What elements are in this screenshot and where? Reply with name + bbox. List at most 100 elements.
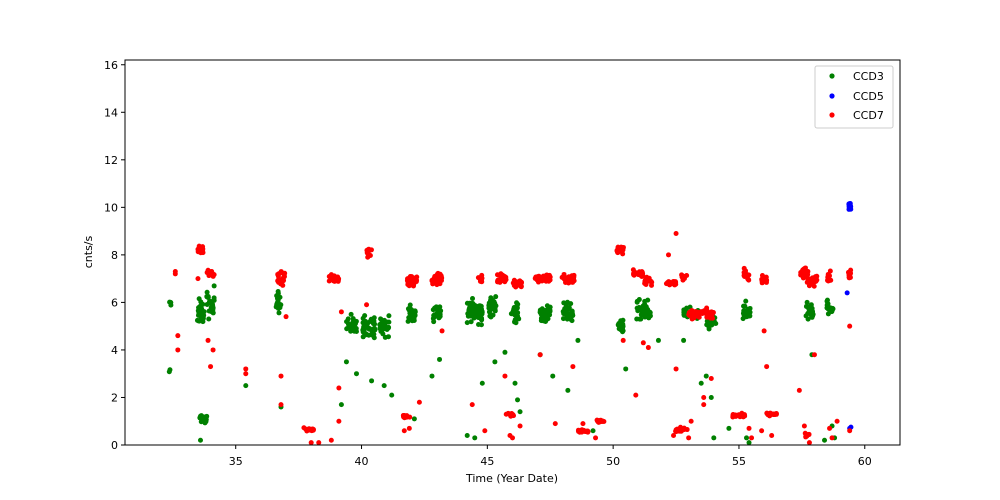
data-point-ccd7 — [644, 274, 650, 280]
data-point-ccd3 — [464, 432, 470, 438]
data-point-ccd3 — [511, 310, 517, 316]
data-point-ccd3 — [590, 428, 596, 434]
data-point-ccd7 — [210, 347, 216, 353]
data-point-ccd7 — [802, 265, 808, 271]
data-point-ccd7 — [638, 271, 644, 277]
data-point-ccd7 — [552, 421, 558, 427]
y-tick-label: 10 — [104, 201, 118, 214]
data-point-ccd7 — [673, 230, 679, 236]
data-point-ccd7 — [798, 272, 804, 278]
data-point-ccd3 — [711, 435, 717, 441]
data-point-ccd3 — [569, 308, 575, 314]
data-point-ccd3 — [709, 322, 715, 328]
data-point-ccd3 — [568, 301, 574, 307]
data-point-ccd3 — [550, 373, 556, 379]
data-point-ccd3 — [202, 416, 208, 422]
data-point-ccd3 — [575, 337, 581, 343]
data-point-ccd7 — [416, 399, 422, 405]
data-point-ccd7 — [335, 277, 341, 283]
legend-marker-ccd3 — [829, 73, 835, 79]
data-point-ccd7 — [469, 402, 475, 408]
data-point-ccd7 — [805, 268, 811, 274]
y-tick-label: 8 — [111, 249, 118, 262]
data-point-ccd3 — [822, 437, 828, 443]
data-point-ccd3 — [437, 356, 443, 362]
data-point-ccd3 — [487, 308, 493, 314]
data-point-ccd3 — [512, 380, 518, 386]
data-point-ccd7 — [767, 411, 773, 417]
data-point-ccd7 — [847, 428, 853, 434]
data-point-ccd7 — [675, 428, 681, 434]
data-point-ccd7 — [175, 347, 181, 353]
data-point-ccd3 — [470, 296, 475, 302]
data-point-ccd3 — [634, 305, 640, 311]
data-point-ccd3 — [746, 440, 752, 446]
data-point-ccd7 — [769, 432, 775, 438]
data-point-ccd7 — [405, 277, 411, 283]
data-point-ccd7 — [439, 328, 445, 334]
data-point-ccd3 — [380, 321, 386, 327]
data-point-ccd3 — [563, 302, 569, 308]
data-point-ccd7 — [508, 412, 514, 418]
data-point-ccd7 — [308, 440, 314, 446]
data-point-ccd3 — [276, 310, 282, 316]
data-point-ccd7 — [283, 314, 289, 320]
legend-label-ccd3: CCD3 — [853, 70, 884, 83]
data-point-ccd3 — [437, 304, 443, 310]
data-point-ccd3 — [409, 312, 415, 318]
data-point-ccd3 — [470, 308, 476, 314]
data-point-ccd3 — [472, 435, 478, 441]
data-point-ccd7 — [678, 424, 684, 430]
data-point-ccd7 — [208, 364, 214, 370]
y-tick-label: 16 — [104, 59, 118, 72]
data-point-ccd3 — [208, 298, 214, 304]
data-point-ccd7 — [701, 308, 707, 314]
data-point-ccd3 — [194, 317, 200, 323]
data-point-ccd7 — [430, 281, 436, 287]
data-point-ccd3 — [643, 305, 649, 311]
data-point-ccd7 — [561, 271, 567, 277]
data-point-ccd3 — [464, 300, 470, 306]
data-point-ccd3 — [167, 299, 173, 305]
data-point-ccd7 — [649, 282, 655, 288]
data-point-ccd7 — [494, 272, 500, 278]
data-point-ccd3 — [362, 332, 368, 338]
data-point-ccd7 — [278, 402, 284, 408]
data-point-ccd3 — [353, 371, 359, 377]
y-tick-label: 14 — [104, 106, 118, 119]
data-point-ccd3 — [647, 310, 653, 316]
data-point-ccd7 — [708, 375, 714, 381]
data-point-ccd7 — [434, 272, 440, 278]
data-point-ccd3 — [338, 402, 344, 408]
data-point-ccd7 — [834, 418, 840, 424]
data-point-ccd7 — [761, 328, 767, 334]
data-point-ccd3 — [511, 304, 517, 310]
data-point-ccd3 — [386, 313, 392, 319]
data-point-ccd3 — [486, 300, 492, 306]
data-point-ccd3 — [197, 415, 203, 421]
data-point-ccd7 — [510, 435, 515, 441]
data-point-ccd7 — [829, 435, 835, 441]
data-point-ccd3 — [407, 306, 413, 312]
data-point-ccd7 — [410, 275, 416, 281]
data-point-ccd3 — [465, 311, 471, 317]
legend-marker-ccd7 — [829, 112, 835, 118]
data-point-ccd3 — [638, 312, 644, 318]
data-point-ccd7 — [619, 244, 625, 250]
data-point-ccd3 — [372, 321, 378, 327]
data-point-ccd3 — [361, 325, 367, 331]
data-point-ccd7 — [640, 340, 646, 346]
data-point-ccd7 — [814, 277, 820, 283]
x-tick-label: 50 — [606, 455, 620, 468]
data-point-ccd7 — [500, 274, 506, 280]
data-point-ccd7 — [666, 252, 672, 258]
data-point-ccd7 — [309, 428, 315, 434]
x-axis-ticks: 35 40 45 50 55 60 — [229, 445, 872, 468]
data-point-ccd7 — [328, 437, 334, 443]
data-point-ccd3 — [477, 315, 483, 321]
data-point-ccd7 — [811, 352, 817, 358]
data-point-ccd3 — [371, 325, 377, 331]
data-point-ccd3 — [369, 378, 375, 384]
data-point-ccd3 — [381, 383, 387, 389]
data-point-ccd7 — [243, 366, 249, 372]
